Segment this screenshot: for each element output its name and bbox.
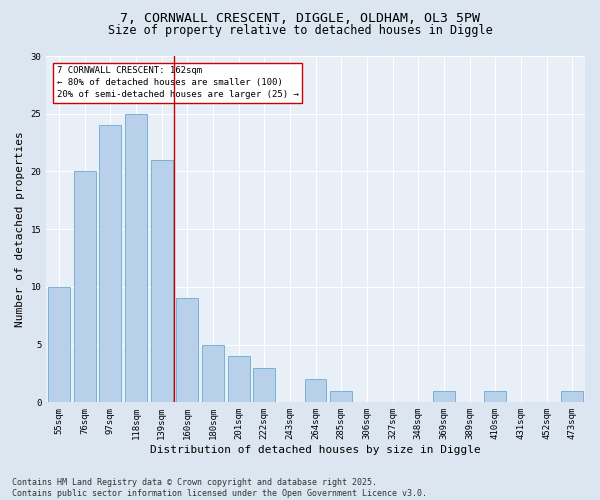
Bar	[331, 391, 352, 402]
Bar	[74, 172, 95, 402]
Text: Contains HM Land Registry data © Crown copyright and database right 2025.
Contai: Contains HM Land Registry data © Crown c…	[12, 478, 427, 498]
Bar	[484, 391, 506, 402]
Bar	[202, 344, 224, 403]
Bar	[151, 160, 173, 402]
Text: 7, CORNWALL CRESCENT, DIGGLE, OLDHAM, OL3 5PW: 7, CORNWALL CRESCENT, DIGGLE, OLDHAM, OL…	[120, 12, 480, 26]
Bar	[433, 391, 455, 402]
Bar	[228, 356, 250, 403]
Y-axis label: Number of detached properties: Number of detached properties	[15, 132, 25, 327]
Bar	[176, 298, 198, 403]
Bar	[305, 379, 326, 402]
Bar	[253, 368, 275, 402]
X-axis label: Distribution of detached houses by size in Diggle: Distribution of detached houses by size …	[150, 445, 481, 455]
Bar	[561, 391, 583, 402]
Text: Size of property relative to detached houses in Diggle: Size of property relative to detached ho…	[107, 24, 493, 37]
Text: 7 CORNWALL CRESCENT: 162sqm
← 80% of detached houses are smaller (100)
20% of se: 7 CORNWALL CRESCENT: 162sqm ← 80% of det…	[57, 66, 299, 99]
Bar	[125, 114, 147, 403]
Bar	[48, 287, 70, 403]
Bar	[100, 126, 121, 402]
